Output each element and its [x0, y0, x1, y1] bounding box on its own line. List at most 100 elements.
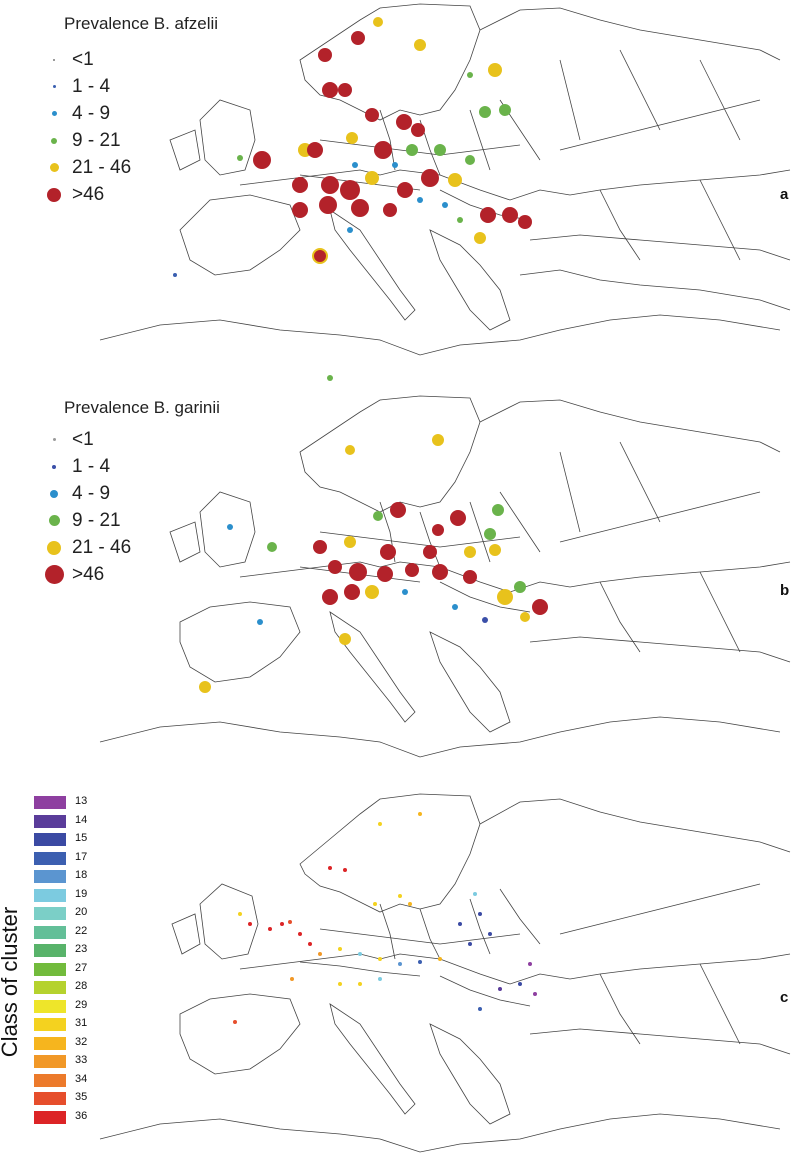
legend-symbol	[51, 111, 57, 116]
legend-item: 21 - 46	[36, 154, 218, 181]
cluster-swatch	[34, 1110, 66, 1124]
legend-label: 9 - 21	[72, 509, 121, 531]
cluster-label: 28	[75, 980, 88, 992]
cluster-label: 27	[75, 961, 88, 974]
cluster-legend-item: 14	[34, 813, 104, 830]
cluster-legend-item: 17	[34, 850, 104, 867]
cluster-legend-item: 34	[34, 1072, 104, 1089]
cluster-legend-item: 33	[34, 1053, 104, 1070]
cluster-swatch	[34, 944, 66, 957]
legend-symbol	[50, 489, 58, 498]
legend-label: <1	[72, 428, 94, 450]
cluster-swatch	[34, 1073, 66, 1087]
cluster-label: 32	[75, 1035, 88, 1048]
legend-label: 1 - 4	[72, 455, 111, 477]
cluster-legend-item: 36	[34, 1109, 104, 1126]
cluster-swatch	[34, 1092, 66, 1105]
cluster-legend-item: 18	[34, 868, 104, 885]
cluster-swatch	[34, 888, 66, 902]
cluster-label: 18	[75, 869, 88, 881]
map-panel-garinii: Prevalence B. garinii <1 1 - 4 4 - 9 9 -…	[0, 392, 800, 784]
legend-item: 4 - 9	[36, 480, 220, 507]
cluster-label: 17	[75, 850, 88, 863]
cluster-swatch	[34, 962, 66, 976]
legend-symbol	[53, 58, 55, 61]
panel-letter: c	[780, 989, 789, 1006]
legend-item: <1	[36, 426, 220, 453]
cluster-label: 31	[75, 1017, 88, 1029]
cluster-legend-item: 15	[34, 831, 104, 848]
legend-symbol	[51, 137, 57, 144]
cluster-label: 20	[75, 906, 88, 918]
cluster-label: 19	[75, 887, 88, 900]
cluster-label: 33	[75, 1054, 88, 1066]
legend-item: 9 - 21	[36, 127, 218, 154]
legend-item: 9 - 21	[36, 507, 220, 534]
cluster-label: 23	[75, 943, 88, 955]
europe-basemap	[99, 793, 791, 1153]
cluster-swatch	[34, 907, 66, 920]
cluster-legend-item: 31	[34, 1016, 104, 1033]
cluster-swatch	[34, 1018, 66, 1031]
cluster-swatch	[34, 833, 66, 846]
panel-letter: a	[780, 186, 789, 203]
cluster-swatch	[34, 870, 66, 883]
cluster-label: 35	[75, 1091, 88, 1103]
legend-label: 4 - 9	[72, 102, 111, 124]
cluster-label: 13	[75, 795, 88, 807]
cluster-swatch	[34, 981, 66, 994]
legend-label: <1	[72, 48, 94, 70]
map-panel-clusters: Class of cluster 13 14 15 17 18 19 20 22 23 27 28 2…	[0, 784, 800, 1173]
cluster-label: 29	[75, 998, 88, 1011]
legend-label: 21 - 46	[72, 156, 132, 178]
legend-label: >46	[72, 183, 105, 205]
cluster-legend-item: 28	[34, 979, 104, 996]
cluster-label: 14	[75, 813, 88, 826]
legend-label: 9 - 21	[72, 129, 121, 151]
europe-basemap	[99, 3, 791, 381]
cluster-label: 36	[75, 1109, 88, 1122]
cluster-points	[233, 812, 537, 1024]
legend-label: >46	[72, 563, 105, 585]
legend-label: 21 - 46	[72, 536, 132, 558]
legend-item: 1 - 4	[36, 73, 218, 100]
legend-item: 4 - 9	[36, 100, 218, 127]
legend-label: 1 - 4	[72, 75, 111, 97]
legend-symbol	[47, 540, 61, 555]
cluster-swatch	[34, 1055, 66, 1068]
legend-afzelii: Prevalence B. afzelii <1 1 - 4 4 - 9 9 -…	[36, 14, 218, 208]
map-panel-afzelii: Prevalence B. afzelii <1 1 - 4 4 - 9 9 -…	[0, 0, 800, 392]
cluster-legend-item: 23	[34, 942, 104, 959]
panel-letter: b	[780, 582, 790, 599]
cluster-legend-item: 20	[34, 905, 104, 922]
legend-item: >46	[36, 181, 218, 208]
cluster-label: 22	[75, 924, 88, 937]
legend-title: Class of cluster	[0, 906, 22, 1058]
legend-symbol	[49, 163, 59, 172]
legend-symbol	[44, 565, 64, 584]
legend-title: Prevalence B. afzelii	[64, 14, 219, 33]
legend-symbol	[52, 438, 56, 441]
legend-item: >46	[36, 561, 220, 588]
legend-item: 1 - 4	[36, 453, 220, 480]
prevalence-points-afzelii	[173, 17, 532, 381]
cluster-swatch	[34, 925, 66, 939]
cluster-swatch	[34, 1036, 66, 1050]
cluster-legend-item: 27	[34, 961, 104, 978]
legend-garinii: Prevalence B. garinii <1 1 - 4 4 - 9 9 -…	[36, 398, 220, 588]
cluster-legend-item: 35	[34, 1090, 104, 1107]
cluster-swatch	[34, 796, 66, 809]
legend-symbol	[47, 187, 61, 202]
legend-item: <1	[36, 46, 218, 73]
cluster-label: 15	[75, 832, 88, 844]
legend-title: Prevalence B. garinii	[64, 398, 220, 417]
legend-symbol	[48, 515, 60, 526]
cluster-legend-item: 13	[34, 794, 104, 811]
cluster-legend-item: 32	[34, 1035, 104, 1052]
cluster-label: 34	[75, 1072, 88, 1085]
europe-basemap	[99, 395, 791, 758]
legend-label: 4 - 9	[72, 482, 111, 504]
cluster-legend-item: 22	[34, 924, 104, 941]
cluster-swatch	[34, 999, 66, 1013]
cluster-legend-item: 29	[34, 998, 104, 1015]
